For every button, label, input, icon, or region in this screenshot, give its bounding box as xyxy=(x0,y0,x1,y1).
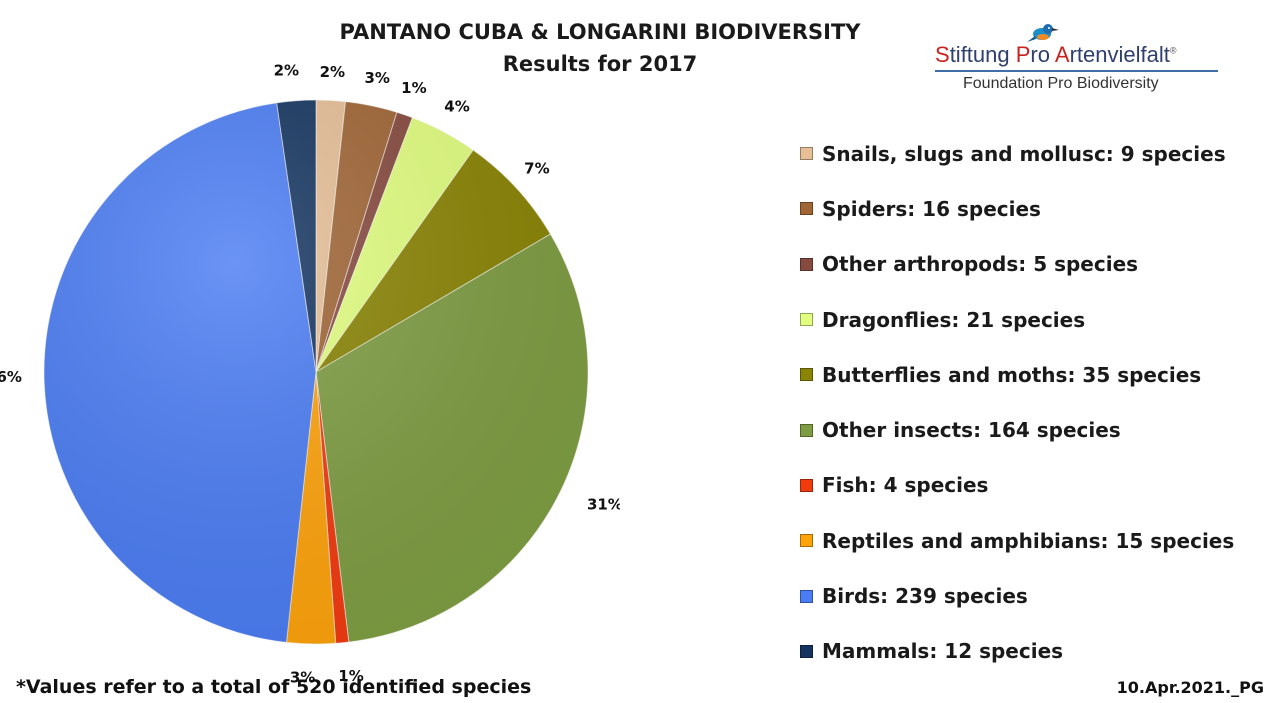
legend-swatch-fish xyxy=(800,478,813,492)
legend-swatch-birds xyxy=(800,589,813,603)
pct-label-butterflies-and-moths: 7% xyxy=(524,160,549,178)
kingfisher-icon xyxy=(1027,24,1059,42)
legend-swatch-reptiles-and-amphibians xyxy=(800,534,813,548)
logo-tagline: Foundation Pro Biodiversity xyxy=(963,75,1159,92)
pct-label-birds: 46% xyxy=(0,368,22,386)
legend-swatch-other-arthropods xyxy=(800,257,813,271)
legend-swatch-spiders xyxy=(800,202,813,216)
legend-item-other-insects: Other insects: 164 species xyxy=(800,402,1234,457)
date-stamp: 10.Apr.2021._PG xyxy=(1116,678,1264,697)
legend-swatch-mammals xyxy=(800,644,813,658)
legend-label-birds: Birds: 239 species xyxy=(822,584,1028,609)
legend-label-reptiles-and-amphibians: Reptiles and amphibians: 15 species xyxy=(822,528,1235,553)
logo: Stiftung Pro Artenvielfalt® Foundation P… xyxy=(925,20,1225,100)
legend-item-butterflies-and-moths: Butterflies and moths: 35 species xyxy=(800,347,1234,402)
pct-label-mammals: 2% xyxy=(274,61,299,79)
legend-item-other-arthropods: Other arthropods: 5 species xyxy=(800,237,1234,292)
logo-divider xyxy=(935,70,1218,72)
legend-label-other-insects: Other insects: 164 species xyxy=(822,418,1121,443)
pct-label-other-arthropods: 1% xyxy=(401,79,426,97)
legend-label-spiders: Spiders: 16 species xyxy=(822,196,1041,221)
legend-label-dragonflies: Dragonflies: 21 species xyxy=(822,307,1086,332)
legend-label-butterflies-and-moths: Butterflies and moths: 35 species xyxy=(822,362,1202,387)
chart-subtitle: Results for 2017 xyxy=(502,52,698,76)
pct-label-reptiles-and-amphibians: 3% xyxy=(290,669,315,687)
pct-label-other-insects: 31% xyxy=(587,496,620,514)
legend-label-fish: Fish: 4 species xyxy=(822,473,989,498)
legend-item-reptiles-and-amphibians: Reptiles and amphibians: 15 species xyxy=(800,513,1234,568)
registered-mark: ® xyxy=(1169,45,1177,56)
footnote: *Values refer to a total of 520 identifi… xyxy=(16,676,532,698)
pct-label-fish: 1% xyxy=(338,667,363,685)
pct-label-spiders: 3% xyxy=(364,69,389,87)
legend-swatch-dragonflies xyxy=(800,313,813,327)
chart-title-block: PANTANO CUBA & LONGARINI BIODIVERSITY Re… xyxy=(300,16,900,80)
chart-legend: Snails, slugs and mollusc: 9 species Spid… xyxy=(800,126,1234,679)
legend-swatch-other-insects xyxy=(800,423,813,437)
legend-label-other-arthropods: Other arthropods: 5 species xyxy=(822,252,1139,277)
legend-item-birds: Birds: 239 species xyxy=(800,568,1234,623)
legend-item-snails-slugs-and-mollusc: Snails, slugs and mollusc: 9 species xyxy=(800,126,1234,181)
logo-text-part1: tiftung xyxy=(949,42,1016,67)
legend-label-mammals: Mammals: 12 species xyxy=(822,639,1064,664)
legend-swatch-snails-slugs-and-mollusc xyxy=(800,147,813,161)
pct-label-dragonflies: 4% xyxy=(444,98,469,116)
pie-slice-birds xyxy=(43,102,317,643)
legend-item-mammals: Mammals: 12 species xyxy=(800,624,1234,679)
legend-label-snails-slugs-and-mollusc: Snails, slugs and mollusc: 9 species xyxy=(822,141,1226,166)
legend-item-fish: Fish: 4 species xyxy=(800,458,1234,513)
pie-chart: 2% 3% 1% 4% 7% 31% 1% 3% 46% 2% xyxy=(0,61,620,687)
pct-label-snails-slugs-and-mollusc: 2% xyxy=(320,63,345,81)
chart-title: PANTANO CUBA & LONGARINI BIODIVERSITY xyxy=(339,20,861,44)
logo-wordmark: Stiftung Pro Artenvielfalt® xyxy=(935,42,1177,67)
legend-item-spiders: Spiders: 16 species xyxy=(800,181,1234,236)
legend-item-dragonflies: Dragonflies: 21 species xyxy=(800,292,1234,347)
legend-swatch-butterflies-and-moths xyxy=(800,368,813,382)
